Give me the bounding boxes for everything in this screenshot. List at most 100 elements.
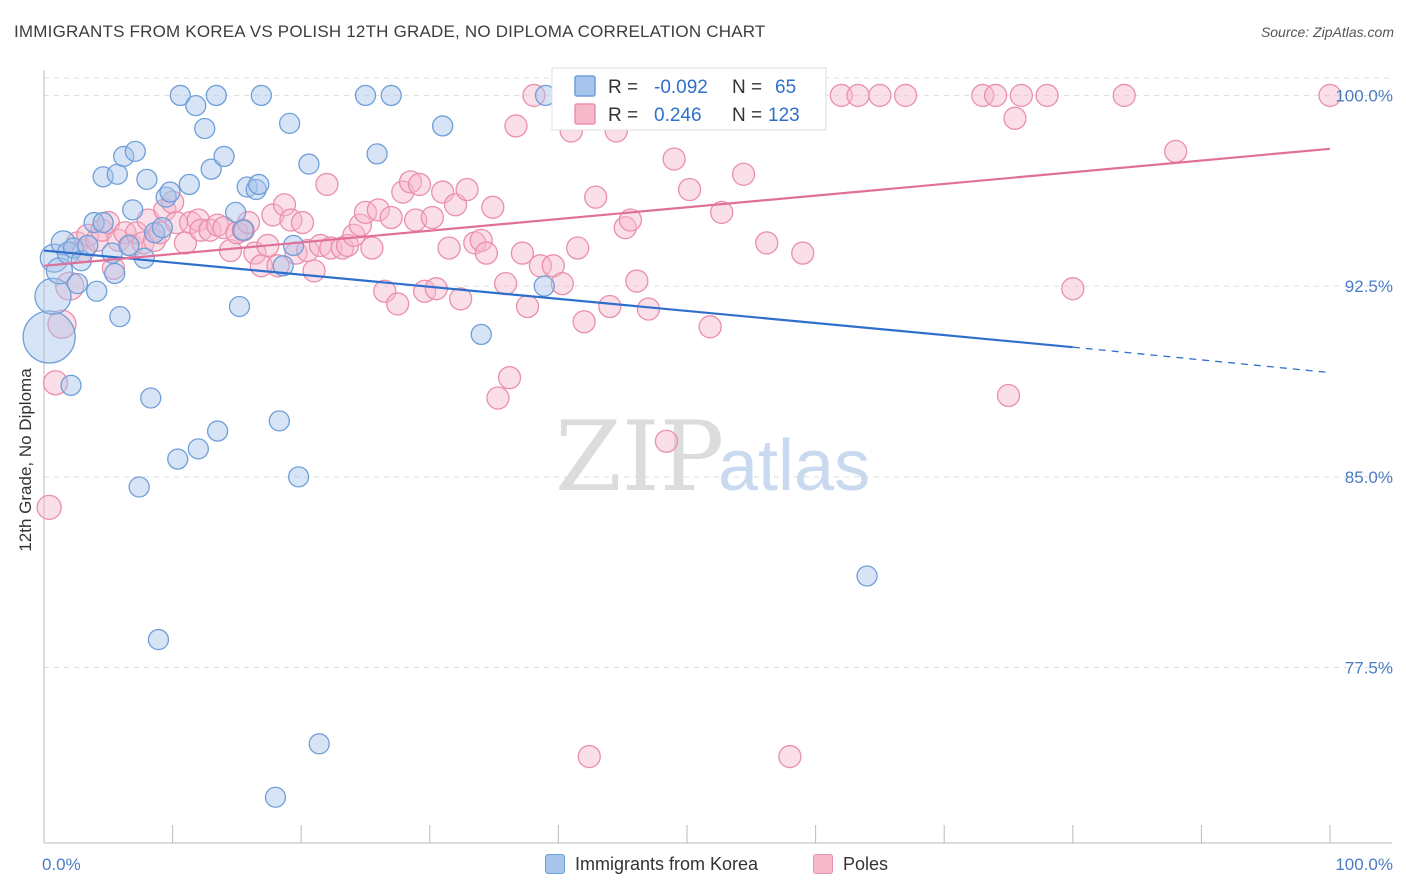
chart-title: IMMIGRANTS FROM KOREA VS POLISH 12TH GRA… bbox=[14, 22, 766, 41]
korea-point-8 bbox=[66, 272, 89, 295]
poles-point-101 bbox=[698, 315, 722, 339]
korea-point-57 bbox=[354, 84, 377, 107]
korea-point-31 bbox=[159, 181, 181, 203]
poles-point-113 bbox=[868, 83, 892, 108]
korea-point-56 bbox=[308, 733, 330, 755]
legend-label-korea: Immigrants from Korea bbox=[575, 853, 759, 874]
legend-item-poles: Poles bbox=[813, 852, 888, 876]
korea-point-47 bbox=[248, 173, 270, 196]
poles-point-123 bbox=[1164, 139, 1188, 164]
korea-point-39 bbox=[205, 84, 227, 107]
korea-point-1 bbox=[34, 277, 72, 315]
korea-point-16 bbox=[104, 262, 126, 285]
korea-point-43 bbox=[228, 295, 251, 318]
korea-point-10 bbox=[77, 234, 99, 257]
korea-trend-extension bbox=[1072, 346, 1331, 374]
poles-point-89 bbox=[598, 294, 622, 319]
poles-point-108 bbox=[778, 744, 802, 769]
watermark-zip: ZIP bbox=[555, 401, 724, 513]
poles-point-99 bbox=[677, 177, 702, 202]
legend-swatch-korea bbox=[545, 854, 565, 874]
korea-point-64 bbox=[856, 565, 878, 587]
poles-point-115 bbox=[971, 83, 995, 108]
korea-point-26 bbox=[140, 387, 162, 409]
poles-point-8 bbox=[90, 218, 114, 242]
poles-point-87 bbox=[584, 185, 608, 209]
x-tick-labels: 0.0% 100.0% bbox=[42, 855, 1393, 874]
legend-label-poles: Poles bbox=[843, 853, 889, 874]
poles-point-111 bbox=[829, 83, 853, 108]
poles-point-75 bbox=[497, 366, 522, 390]
stats-n-value-poles: 123 bbox=[768, 105, 800, 126]
poles-point-118 bbox=[1003, 106, 1027, 130]
korea-point-17 bbox=[106, 163, 128, 185]
poles-point-55 bbox=[379, 205, 403, 230]
poles-point-104 bbox=[731, 162, 756, 186]
poles-point-93 bbox=[625, 269, 649, 293]
korea-point-23 bbox=[128, 476, 150, 498]
y-tick-label-3: 77.5% bbox=[1345, 659, 1393, 678]
poles-point-79 bbox=[522, 83, 546, 108]
poles-point-71 bbox=[474, 241, 499, 265]
korea-point-48 bbox=[250, 84, 272, 107]
stats-n-label-poles: N = bbox=[732, 105, 762, 126]
y-axis-label: 12th Grade, No Diploma bbox=[16, 368, 35, 552]
poles-point-120 bbox=[1035, 83, 1059, 108]
korea-point-61 bbox=[470, 323, 492, 346]
korea-point-25 bbox=[136, 168, 158, 190]
stats-swatch-korea bbox=[574, 75, 596, 97]
korea-point-54 bbox=[287, 466, 310, 488]
korea-point-51 bbox=[272, 255, 294, 277]
y-tick-labels: 100.0% 92.5% 85.0% 77.5% bbox=[1335, 86, 1393, 677]
korea-point-18 bbox=[109, 305, 131, 328]
poles-point-86 bbox=[577, 744, 601, 769]
poles-point-73 bbox=[486, 386, 510, 410]
poles-point-0 bbox=[36, 494, 62, 521]
legend-item-korea: Immigrants from Korea bbox=[545, 852, 758, 876]
stats-legend: R = -0.092 N = 65 R = 0.246 N = 123 bbox=[551, 67, 827, 131]
stats-r-label-poles: R = bbox=[608, 105, 638, 126]
stats-r-value-poles: 0.246 bbox=[654, 105, 702, 126]
korea-point-35 bbox=[185, 94, 207, 117]
korea-point-36 bbox=[187, 438, 209, 460]
korea-point-55 bbox=[298, 153, 320, 175]
poles-point-96 bbox=[654, 429, 679, 453]
poles-point-43 bbox=[302, 259, 326, 283]
poles-point-84 bbox=[566, 236, 590, 260]
poles-point-102 bbox=[710, 200, 734, 225]
poles-point-54 bbox=[373, 279, 397, 303]
korea-point-40 bbox=[206, 420, 229, 442]
poles-point-52 bbox=[360, 236, 384, 260]
poles-point-106 bbox=[755, 231, 779, 255]
poles-point-77 bbox=[510, 241, 535, 265]
poles-point-64 bbox=[431, 180, 455, 204]
poles-point-112 bbox=[846, 83, 870, 108]
korea-point-32 bbox=[167, 448, 189, 470]
korea-point-6 bbox=[60, 374, 82, 396]
axes bbox=[43, 70, 1392, 844]
poles-point-41 bbox=[290, 210, 315, 235]
korea-point-53 bbox=[282, 234, 305, 257]
poles-point-60 bbox=[407, 172, 432, 197]
y-tick-label-1: 92.5% bbox=[1345, 277, 1393, 296]
poles-point-82 bbox=[550, 271, 574, 296]
stats-r-label-korea: R = bbox=[608, 77, 638, 98]
korea-point-12 bbox=[86, 280, 108, 302]
source-label: Source: ZipAtlas.com bbox=[1260, 24, 1394, 40]
watermark-atlas: atlas bbox=[718, 426, 870, 506]
korea-trend-line bbox=[43, 249, 1073, 349]
poles-point-117 bbox=[996, 383, 1021, 408]
poles-point-38 bbox=[272, 193, 297, 217]
grid-lines bbox=[44, 77, 1392, 669]
korea-point-50 bbox=[268, 410, 290, 432]
korea-point-42 bbox=[224, 201, 247, 224]
poles-point-121 bbox=[1061, 277, 1085, 301]
x-tick-label-0: 0.0% bbox=[42, 855, 81, 874]
poles-point-97 bbox=[662, 147, 686, 171]
korea-point-20 bbox=[118, 234, 140, 257]
korea-point-59 bbox=[380, 84, 402, 107]
y-tick-label-0: 100.0% bbox=[1335, 86, 1393, 105]
korea-point-11 bbox=[83, 211, 105, 234]
poles-point-74 bbox=[494, 271, 518, 296]
